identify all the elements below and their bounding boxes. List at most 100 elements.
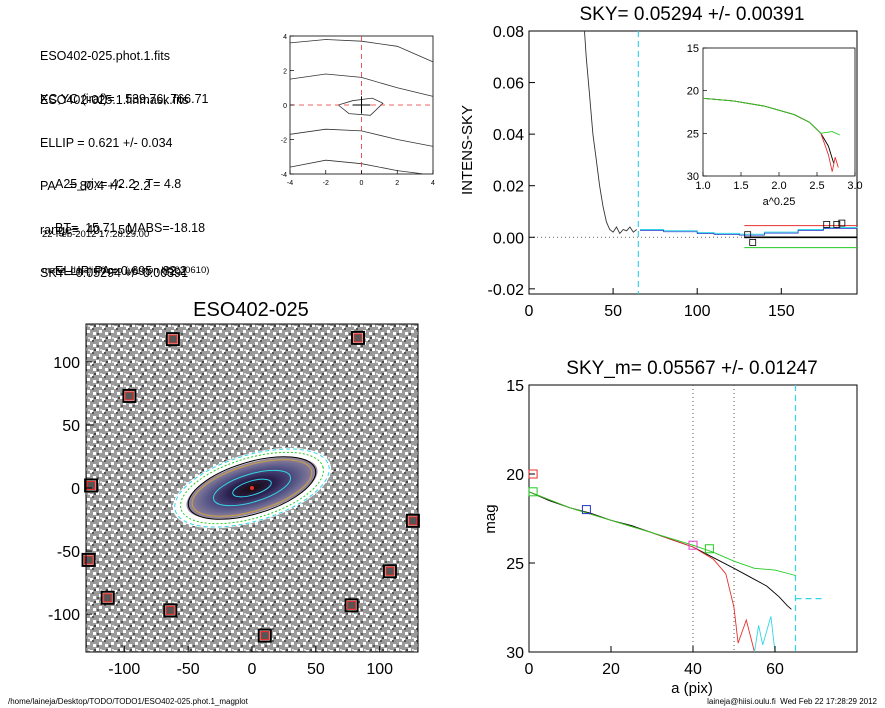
sky-step-blue bbox=[640, 228, 858, 236]
mag-series-cyan-tail bbox=[754, 616, 776, 652]
sky-inset-frame bbox=[702, 47, 856, 177]
sky-ytick-label: 0.08 bbox=[493, 24, 524, 41]
galaxy-xtick-label: 100 bbox=[366, 661, 393, 678]
sky-inset-xlabel: a^0.25 bbox=[763, 196, 796, 208]
centering-xtick-label: -4 bbox=[287, 180, 293, 187]
contour-line-0 bbox=[289, 39, 434, 63]
sky-marker-0 bbox=[744, 231, 752, 239]
mag-xtick-label: 60 bbox=[766, 661, 784, 678]
mag-ytick-label: 30 bbox=[506, 645, 524, 662]
star-mask-3 bbox=[86, 480, 96, 491]
param-line-a25: A25_pix= 42.2 T= 4.8 bbox=[55, 177, 182, 191]
galaxy-xtick-label: -100 bbox=[108, 661, 140, 678]
star-mask-8 bbox=[385, 566, 395, 576]
star-markers bbox=[81, 330, 420, 643]
mag-marker-1 bbox=[528, 487, 538, 497]
sky-ytick-label: 0.06 bbox=[493, 76, 524, 93]
sky-content bbox=[529, 30, 858, 294]
centering-xtick-label: 0 bbox=[360, 180, 364, 187]
mag-xtick-label: 40 bbox=[684, 661, 702, 678]
fit-line-range: range= 40.- 50. bbox=[40, 222, 136, 237]
mag-title: SKY_m= 0.05567 +/- 0.01247 bbox=[566, 358, 817, 379]
sky-ytick-label: -0.02 bbox=[488, 282, 525, 299]
mag-ytick-label: 20 bbox=[506, 467, 524, 484]
footer-user-date: laineja@hiisi.oulu.fi Wed Feb 22 17:28:2… bbox=[707, 697, 877, 706]
mag-plot: SKY_m= 0.05567 +/- 0.01247 mag a (pix) 0… bbox=[482, 358, 858, 697]
fit-info: XC,YC (iraf)= 539.76, 766.71 ELLIP = 0.6… bbox=[40, 63, 209, 295]
centering-ytick-label: -4 bbox=[281, 172, 287, 179]
param-line-ellip-pa: ELLIP, PA= 0.695 82.2 bbox=[55, 264, 187, 278]
file-line-1: ESO402-025.phot.1.fits bbox=[40, 49, 170, 63]
isophote-ellipse-5 bbox=[232, 478, 272, 498]
galaxy-ticks: -100 -50 0 50 100 -100 -50 0 50 100 bbox=[48, 355, 393, 678]
galaxy-ytick-label: 100 bbox=[53, 355, 80, 372]
mag-series-green bbox=[529, 491, 796, 576]
inset-ytick-label: 30 bbox=[687, 171, 699, 183]
isophote-ellipse-4 bbox=[212, 469, 292, 507]
star-mask-9 bbox=[408, 516, 418, 526]
sky-ytick-label: 0.02 bbox=[493, 179, 524, 196]
star-mask-10 bbox=[260, 630, 270, 641]
sky-ylabel: INTENS-SKY bbox=[459, 105, 476, 195]
sky-inset-content bbox=[702, 97, 840, 172]
mag-series-black bbox=[529, 491, 792, 610]
sky-ytick-label: 0.00 bbox=[493, 230, 524, 247]
fit-line-xcyc: XC,YC (iraf)= 539.76, 766.71 bbox=[40, 92, 209, 106]
mag-xtick-label: 20 bbox=[602, 661, 620, 678]
mag-marker-4 bbox=[704, 544, 714, 554]
star-mask-5 bbox=[103, 593, 113, 603]
star-mask-6 bbox=[165, 605, 175, 615]
meta-program: make_datalist0.pro (version HS230610) bbox=[42, 265, 210, 276]
sky-plot: SKY= 0.05294 +/- 0.00391 INTENS-SKY 0 50 1… bbox=[459, 4, 863, 320]
inset-xtick-label: 2.5 bbox=[809, 180, 824, 192]
fit-line-sky: SKY= 0.05294 +/- 0.00391 bbox=[40, 266, 189, 280]
star-mask-2 bbox=[124, 391, 135, 401]
sky-ticks: 0 50 100 150 -0.02 0.00 0.02 0.04 0.06 0.08 bbox=[488, 24, 795, 320]
star-mask-0 bbox=[168, 334, 178, 344]
centering-plot: -4 -2 0 2 4 -4 -2 0 2 4 bbox=[281, 34, 435, 187]
sky-frame bbox=[528, 30, 858, 295]
galaxy-ytick-label: 0 bbox=[71, 481, 80, 498]
param-line-bt: BT= 15.71 MABS=-18.18 bbox=[55, 220, 206, 235]
mag-xtick-label: 0 bbox=[525, 661, 534, 678]
centering-contours bbox=[289, 36, 434, 175]
star-mask-4 bbox=[83, 555, 94, 565]
centering-ytick-label: 0 bbox=[283, 103, 287, 110]
inset-xtick-label: 2.0 bbox=[771, 180, 786, 192]
sky-marker-4 bbox=[838, 219, 846, 227]
galaxy-ytick-label: -100 bbox=[48, 607, 80, 624]
galaxy-xtick-label: 0 bbox=[248, 661, 257, 678]
centering-xtick-label: 2 bbox=[395, 180, 399, 187]
galaxy-center bbox=[250, 486, 254, 490]
centering-xtick-label: -2 bbox=[323, 180, 329, 187]
sky-xtick-label: 50 bbox=[604, 303, 622, 320]
centering-ytick-label: 4 bbox=[283, 34, 287, 41]
mag-marker-3 bbox=[688, 540, 698, 550]
meta-info: 22-Feb-2012 17:28:29.00 make_datalist0.p… bbox=[42, 205, 209, 289]
inset-ytick-label: 25 bbox=[687, 128, 699, 140]
sky-marker-1 bbox=[749, 239, 757, 246]
star-mask-7 bbox=[347, 600, 357, 610]
galaxy-title: ESO402-025 bbox=[193, 299, 309, 321]
contour-line-2 bbox=[338, 97, 384, 116]
sky-ytick-label: 0.04 bbox=[493, 127, 524, 144]
isophote-ellipse-3 bbox=[191, 459, 313, 517]
mag-ticks: 0 20 40 60 15 20 25 30 bbox=[506, 378, 784, 678]
inset-ytick-label: 20 bbox=[687, 86, 699, 98]
contour-line-1 bbox=[289, 73, 434, 97]
galaxy-body bbox=[172, 447, 332, 529]
star-mask-1 bbox=[353, 333, 363, 343]
inset-xtick-label: 3.0 bbox=[847, 180, 862, 192]
sky-inset-ticks: 1.0 1.5 2.0 2.5 3.0 15 20 25 30 bbox=[687, 43, 863, 192]
mag-content bbox=[528, 385, 825, 652]
fit-line-pa: PA = 80.4 +/- 2.2 bbox=[40, 179, 151, 193]
footer-path: /home/laineja/Desktop/TODO/TODO1/ESO402-… bbox=[8, 697, 248, 706]
file-line-2: ESO402-025.1.finmask.fits bbox=[40, 92, 189, 107]
mag-ytick-label: 15 bbox=[506, 378, 524, 395]
meta-date: 22-Feb-2012 17:28:29.00 bbox=[42, 229, 150, 240]
fit-line-ellip: ELLIP = 0.621 +/- 0.034 bbox=[40, 135, 173, 150]
sky-marker-3 bbox=[833, 220, 841, 228]
sky-xtick-label: 0 bbox=[525, 303, 534, 320]
sky-xtick-label: 150 bbox=[768, 303, 795, 320]
